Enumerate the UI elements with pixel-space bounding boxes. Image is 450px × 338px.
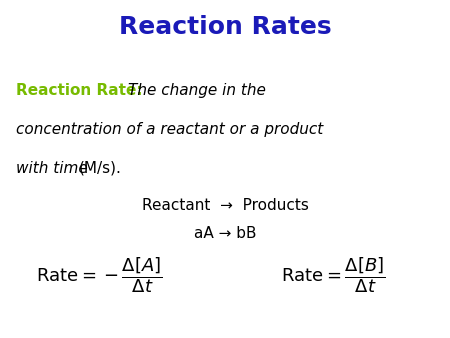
- Text: $\mathregular{Rate} = \dfrac{\Delta[B]}{\Delta t}$: $\mathregular{Rate} = \dfrac{\Delta[B]}{…: [281, 255, 385, 295]
- Text: (M/s).: (M/s).: [79, 161, 122, 175]
- Text: aA → bB: aA → bB: [194, 226, 256, 241]
- Text: Reaction Rate:: Reaction Rate:: [16, 83, 142, 98]
- Text: with time: with time: [16, 161, 87, 175]
- Text: $\mathregular{Rate} = -\dfrac{\Delta[A]}{\Delta t}$: $\mathregular{Rate} = -\dfrac{\Delta[A]}…: [36, 255, 162, 295]
- Text: Reaction Rates: Reaction Rates: [119, 15, 331, 39]
- Text: The change in the: The change in the: [128, 83, 266, 98]
- Text: concentration of a reactant or a product: concentration of a reactant or a product: [16, 122, 323, 137]
- Text: Reactant  →  Products: Reactant → Products: [142, 198, 308, 213]
